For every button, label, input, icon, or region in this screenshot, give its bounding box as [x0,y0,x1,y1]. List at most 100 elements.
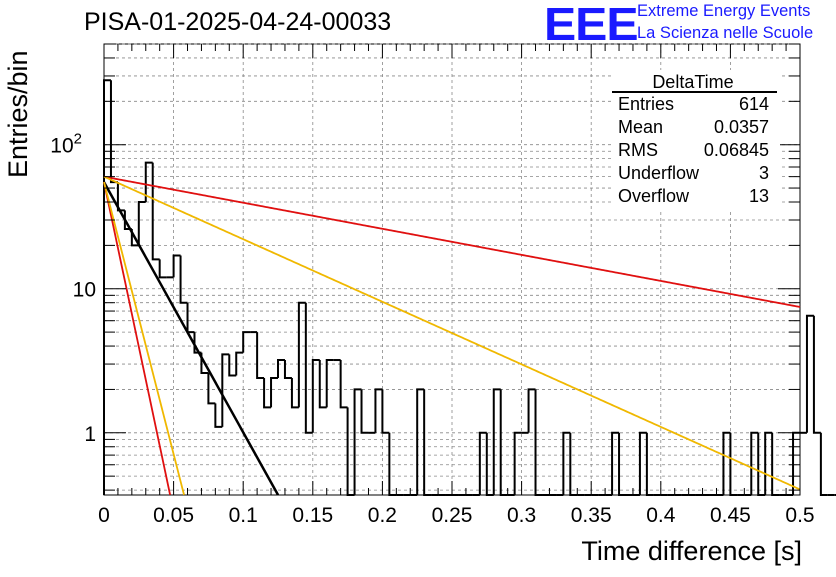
run-title: PISA-01-2025-04-24-00033 [84,8,392,36]
stats-row-value: 13 [749,186,769,206]
histogram-bin [757,432,766,496]
x-tick-label: 0.4 [646,504,676,527]
histogram-bin [172,254,181,278]
stats-row-label: RMS [618,140,658,160]
y-tick-label: 102 [50,131,82,158]
histogram-bin [618,432,626,496]
histogram-bin [771,432,780,496]
histogram-bin [812,315,821,434]
histogram-bin [569,432,578,496]
fit-curves [102,175,801,496]
histogram-bin [144,161,153,203]
histogram-bin [116,182,125,212]
stats-box-title: DeltaTime [652,72,733,92]
x-tick-label: 0.5 [785,504,814,527]
eee-logo: EEE [544,0,639,50]
histogram-bin [242,331,251,353]
histogram-bin [729,432,738,496]
histogram-bin [805,314,814,433]
fit-curve [103,181,185,496]
histogram-bin [638,431,647,495]
histogram-bin [263,378,272,409]
histogram-bin [750,431,759,495]
histogram-bin [151,162,160,261]
logo-line-1: Extreme Energy Events [637,2,811,20]
stats-row-label: Mean [618,117,663,137]
histogram-bin [722,431,731,495]
histogram-bin [311,359,320,433]
x-axis-label: Time difference [s] [581,536,802,566]
histogram-bin [388,432,397,496]
histogram-bin [374,388,383,433]
x-tick-label: 0.05 [153,504,194,527]
histogram-bin [611,431,620,495]
histogram-bin [478,431,487,495]
histogram-bin [207,373,216,405]
stats-row-label: Underflow [618,163,700,183]
fit-curve [102,181,280,496]
histogram-bin [256,332,265,380]
histogram-bin [764,431,773,495]
histogram-bin [562,431,571,495]
stats-row-value: 3 [759,163,769,183]
histogram-bin [381,389,390,434]
histogram-bin [325,359,334,408]
x-tick-label: 0.1 [229,504,258,527]
fit-curve [103,181,172,496]
histogram-bin [423,389,432,496]
histogram-bin [346,407,355,496]
histogram-bin [137,201,146,246]
stats-row-value: 0.0357 [714,117,769,137]
stats-row-value: 0.06845 [704,140,769,160]
histogram-bin [235,351,244,376]
axes: 0 0.05 0.1 0.15 0.2 0.25 0.3 0.35 0.4 0.45 0.5 1 10 1… [50,43,815,527]
stats-row-label: Overflow [618,186,690,206]
stats-row-value: 614 [739,94,769,114]
histogram-bin [819,432,828,496]
x-tick-label: 0.15 [292,504,333,527]
histogram-bin [186,302,195,334]
x-tick-label: 0 [98,504,110,527]
histogram-bin [318,360,327,409]
histogram-bin [353,388,362,495]
histogram-bin [290,378,299,409]
histogram-bin [527,388,536,433]
histogram-bin [283,360,292,380]
fit-curve [103,175,801,308]
histogram-bin [360,389,369,434]
histogram-bin [534,389,543,496]
histogram-bin [179,255,188,304]
logo-line-2: La Scienza nelle Scuole [637,24,814,42]
histogram-bin [416,388,425,495]
x-tick-label: 0.2 [368,504,397,527]
histogram-bin [792,431,800,495]
stats-row-label: Entries [618,94,674,114]
histogram-bin [645,432,654,496]
histogram-bin [513,431,522,495]
x-tick-label: 0.35 [571,504,612,527]
histogram-bin [485,432,494,496]
histogram-bin [339,360,348,409]
histogram-bin [228,354,237,377]
histogram-bin [214,403,223,428]
histogram-bin [492,388,501,495]
grid [104,43,800,495]
x-tick-label: 0.45 [710,504,751,527]
histogram-bin [270,377,278,408]
y-axis-label: Entries/bin [3,50,33,178]
fit-curve [103,175,801,491]
x-tick-label: 0.3 [507,504,536,527]
histogram-bin [158,259,167,279]
histogram-bin [297,301,306,408]
histogram-bin [277,359,285,379]
histogram-bin [221,353,230,427]
y-tick-label: 1 [84,423,96,446]
histogram-series [103,79,836,496]
stats-box-background [612,70,780,210]
histogram-bin [103,79,111,495]
x-tick-label: 0.25 [432,504,473,527]
y-tick-label: 10 [73,279,96,302]
